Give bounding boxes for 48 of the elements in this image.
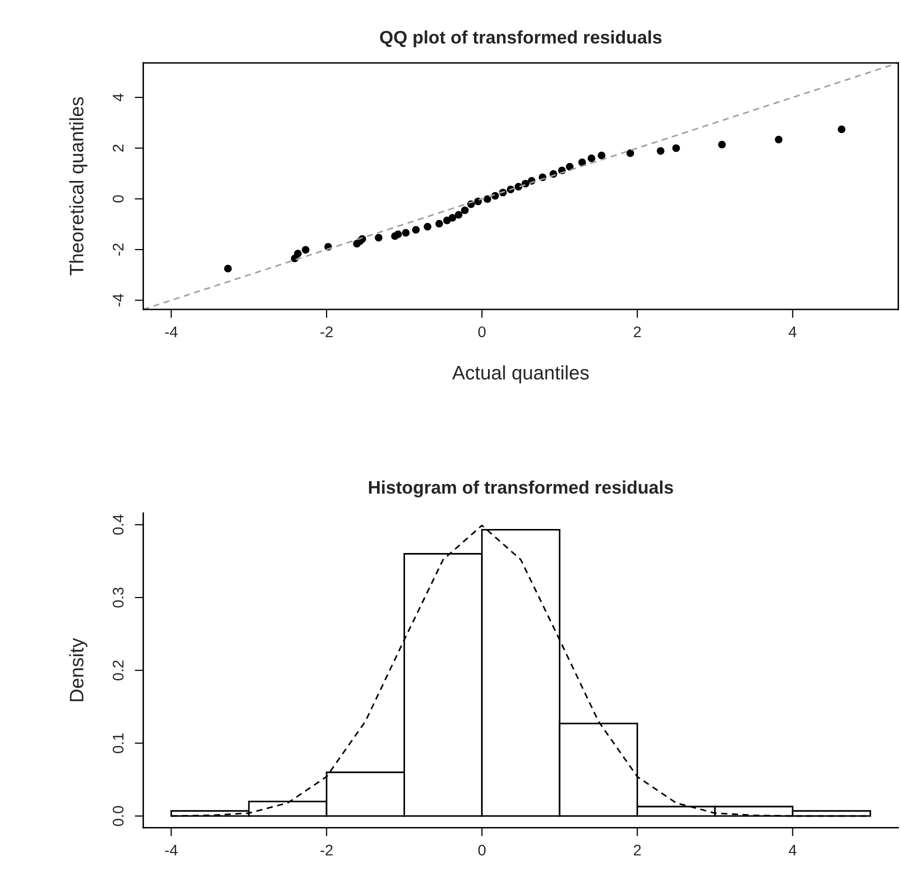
point: [435, 220, 444, 228]
y-tick-label: 0: [112, 195, 124, 202]
point: [402, 229, 410, 237]
y-tick-label: 0.3: [112, 588, 124, 608]
point: [294, 250, 302, 258]
point: [412, 226, 420, 234]
x-axis-title: Actual quantiles: [452, 365, 589, 384]
point: [672, 144, 680, 152]
point: [454, 211, 462, 219]
y-tick-label: 2: [112, 144, 124, 152]
point: [774, 136, 782, 144]
point: [394, 230, 402, 238]
x-tick-label: -2: [320, 326, 333, 338]
chart-title: Histogram of transformed residuals: [368, 480, 674, 498]
y-tick-label: 0.0: [112, 806, 124, 826]
y-axis-title: Theoretical quantiles: [69, 97, 88, 276]
point: [588, 154, 596, 162]
point: [626, 149, 634, 157]
x-tick-label: 2: [634, 326, 641, 338]
point: [302, 246, 310, 254]
y-tick-label: 4: [112, 94, 124, 102]
point: [424, 222, 432, 231]
x-tick-label: 4: [788, 326, 796, 338]
point: [448, 214, 456, 222]
x-tick-label: 4: [788, 844, 796, 856]
y-tick-label: 0.4: [112, 514, 124, 535]
y-axis-title: Density: [69, 638, 88, 702]
x-tick-label: 0: [478, 326, 486, 338]
point: [598, 152, 606, 160]
point: [566, 162, 574, 170]
chart-title: QQ plot of transformed residuals: [380, 30, 662, 48]
point: [224, 264, 232, 272]
x-tick-label: 0: [478, 844, 486, 856]
y-tick-label: 0.2: [112, 660, 124, 680]
point: [656, 147, 664, 155]
y-tick-label: -4: [112, 294, 124, 306]
x-tick-label: -4: [165, 844, 178, 856]
point: [374, 234, 382, 242]
y-tick-label: -2: [112, 244, 124, 256]
point: [484, 195, 492, 203]
x-tick-label: -4: [165, 326, 178, 338]
point: [718, 140, 726, 148]
x-tick-label: -2: [320, 844, 333, 856]
point: [578, 158, 586, 166]
point: [838, 126, 846, 134]
y-tick-label: 0.1: [112, 733, 124, 754]
point: [461, 206, 469, 214]
x-tick-label: 2: [634, 844, 641, 856]
